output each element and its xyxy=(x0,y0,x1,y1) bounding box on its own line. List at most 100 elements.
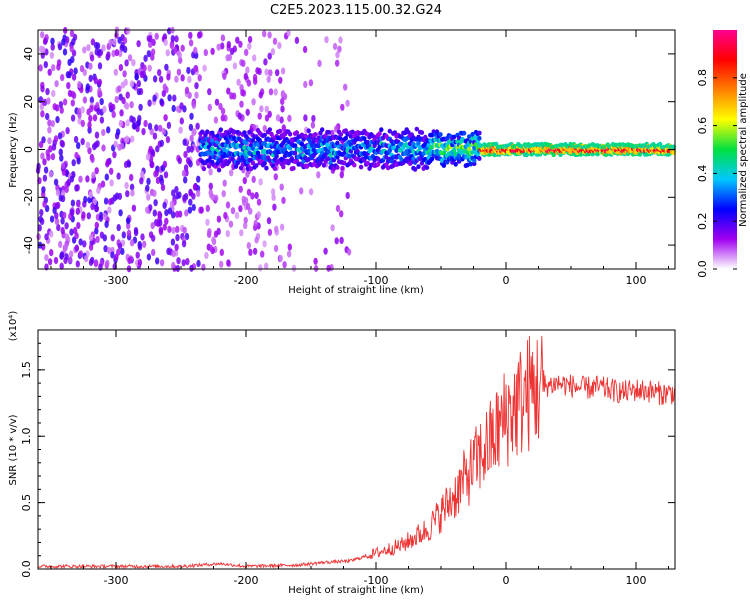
colorbar-label: Normalized spectral amplitude xyxy=(738,73,749,227)
colorbar: 0.00.20.40.60.8 Normalized spectral ampl… xyxy=(696,30,749,278)
heatmap-cell xyxy=(59,149,63,156)
heatmap-cell xyxy=(77,81,81,88)
heatmap-cell xyxy=(167,122,171,129)
heatmap-cell xyxy=(194,92,198,99)
y-tick-label: 0.5 xyxy=(20,494,33,512)
heatmap-cell xyxy=(196,260,200,267)
heatmap-cell xyxy=(343,84,347,91)
heatmap-cell xyxy=(379,127,383,132)
heatmap-cell xyxy=(90,203,94,210)
heatmap-cell xyxy=(151,222,155,229)
heatmap-cell xyxy=(76,222,80,229)
heatmap-cell xyxy=(58,132,62,139)
heatmap-cell xyxy=(187,76,191,83)
heatmap-cell xyxy=(60,217,64,224)
heatmap-cell xyxy=(238,113,242,120)
heatmap-cell xyxy=(143,55,147,62)
heatmap-cell xyxy=(219,127,223,132)
heatmap-cell xyxy=(415,127,419,132)
snr-multiplier: (x10⁴) xyxy=(8,311,19,342)
heatmap-cell xyxy=(108,198,112,205)
snr-ylabel: SNR (10 * v/v) xyxy=(8,414,19,485)
heatmap-cell xyxy=(65,127,69,134)
heatmap-cell xyxy=(323,248,327,255)
heatmap-cell xyxy=(94,259,98,266)
heatmap-cell xyxy=(83,196,87,203)
heatmap-cell xyxy=(183,176,187,183)
heatmap-cell xyxy=(181,45,185,52)
heatmap-cell xyxy=(104,198,108,205)
heatmap-cell xyxy=(279,255,283,262)
heatmap-cell xyxy=(238,205,242,212)
heatmap-cell xyxy=(340,104,344,111)
heatmap-cell xyxy=(211,236,215,243)
heatmap-cell xyxy=(73,67,77,74)
heatmap-cell xyxy=(335,165,339,170)
heatmap-cell xyxy=(336,205,340,212)
heatmap-cell xyxy=(60,140,64,147)
heatmap-cell xyxy=(258,113,262,120)
heatmap-cell xyxy=(320,127,324,132)
heatmap-cell xyxy=(66,71,70,78)
heatmap-cell xyxy=(274,226,278,233)
heatmap-cell xyxy=(259,91,263,98)
heatmap-cell xyxy=(104,221,108,228)
heatmap-cell xyxy=(143,120,147,127)
heatmap-cell xyxy=(287,250,291,257)
heatmap-cell xyxy=(72,159,76,166)
heatmap-cell xyxy=(274,154,278,159)
heatmap-cell xyxy=(293,151,297,156)
heatmap-cell xyxy=(278,77,282,84)
heatmap-cell xyxy=(193,47,197,54)
heatmap-cell xyxy=(54,179,58,186)
heatmap-cell xyxy=(164,64,168,71)
heatmap-cell xyxy=(174,244,178,251)
heatmap-cell xyxy=(338,36,342,43)
heatmap-cell xyxy=(222,73,226,80)
heatmap-cell xyxy=(438,132,442,137)
spectrogram-heatmap xyxy=(36,27,676,273)
heatmap-cell xyxy=(171,35,175,42)
heatmap-cell xyxy=(159,175,163,182)
heatmap-cell xyxy=(226,230,230,237)
heatmap-cell xyxy=(222,190,226,197)
heatmap-cell xyxy=(326,265,330,272)
heatmap-cell xyxy=(252,54,256,61)
heatmap-cell xyxy=(189,113,193,120)
heatmap-cell xyxy=(159,227,163,234)
heatmap-cell xyxy=(95,236,99,243)
heatmap-cell xyxy=(43,38,47,45)
heatmap-cell xyxy=(43,175,47,182)
heatmap-cell xyxy=(140,233,144,240)
heatmap-cell xyxy=(253,74,257,81)
heatmap-cell xyxy=(96,187,100,194)
heatmap-cell xyxy=(148,35,152,42)
heatmap-cell xyxy=(106,51,110,58)
heatmap-cell xyxy=(251,98,255,105)
heatmap-cell xyxy=(260,251,264,258)
heatmap-cell xyxy=(115,49,119,56)
heatmap-cell xyxy=(95,222,99,229)
heatmap-cell xyxy=(271,48,275,55)
snr-ticks: -300 -200 -100 0 1000.00.51.01.5 xyxy=(20,330,675,587)
heatmap-cell xyxy=(246,203,250,210)
heatmap-cell xyxy=(288,244,292,251)
heatmap-cell xyxy=(175,226,179,233)
heatmap-cell xyxy=(64,244,68,251)
heatmap-cell xyxy=(64,222,68,229)
heatmap-cell xyxy=(245,66,249,73)
colorbar-tick-label: 0.4 xyxy=(696,165,709,183)
heatmap-cell xyxy=(263,58,267,65)
heatmap-cell xyxy=(179,102,183,109)
heatmap-cell xyxy=(189,265,193,272)
heatmap-cell xyxy=(114,141,118,148)
heatmap-cell xyxy=(141,128,145,135)
heatmap-cell xyxy=(202,65,206,72)
heatmap-cell xyxy=(96,42,100,49)
heatmap-cell xyxy=(116,173,120,180)
heatmap-cell xyxy=(291,166,295,171)
heatmap-cell xyxy=(81,138,85,145)
heatmap-cell xyxy=(192,128,196,135)
heatmap-cell xyxy=(335,51,339,58)
heatmap-cell xyxy=(263,133,267,138)
